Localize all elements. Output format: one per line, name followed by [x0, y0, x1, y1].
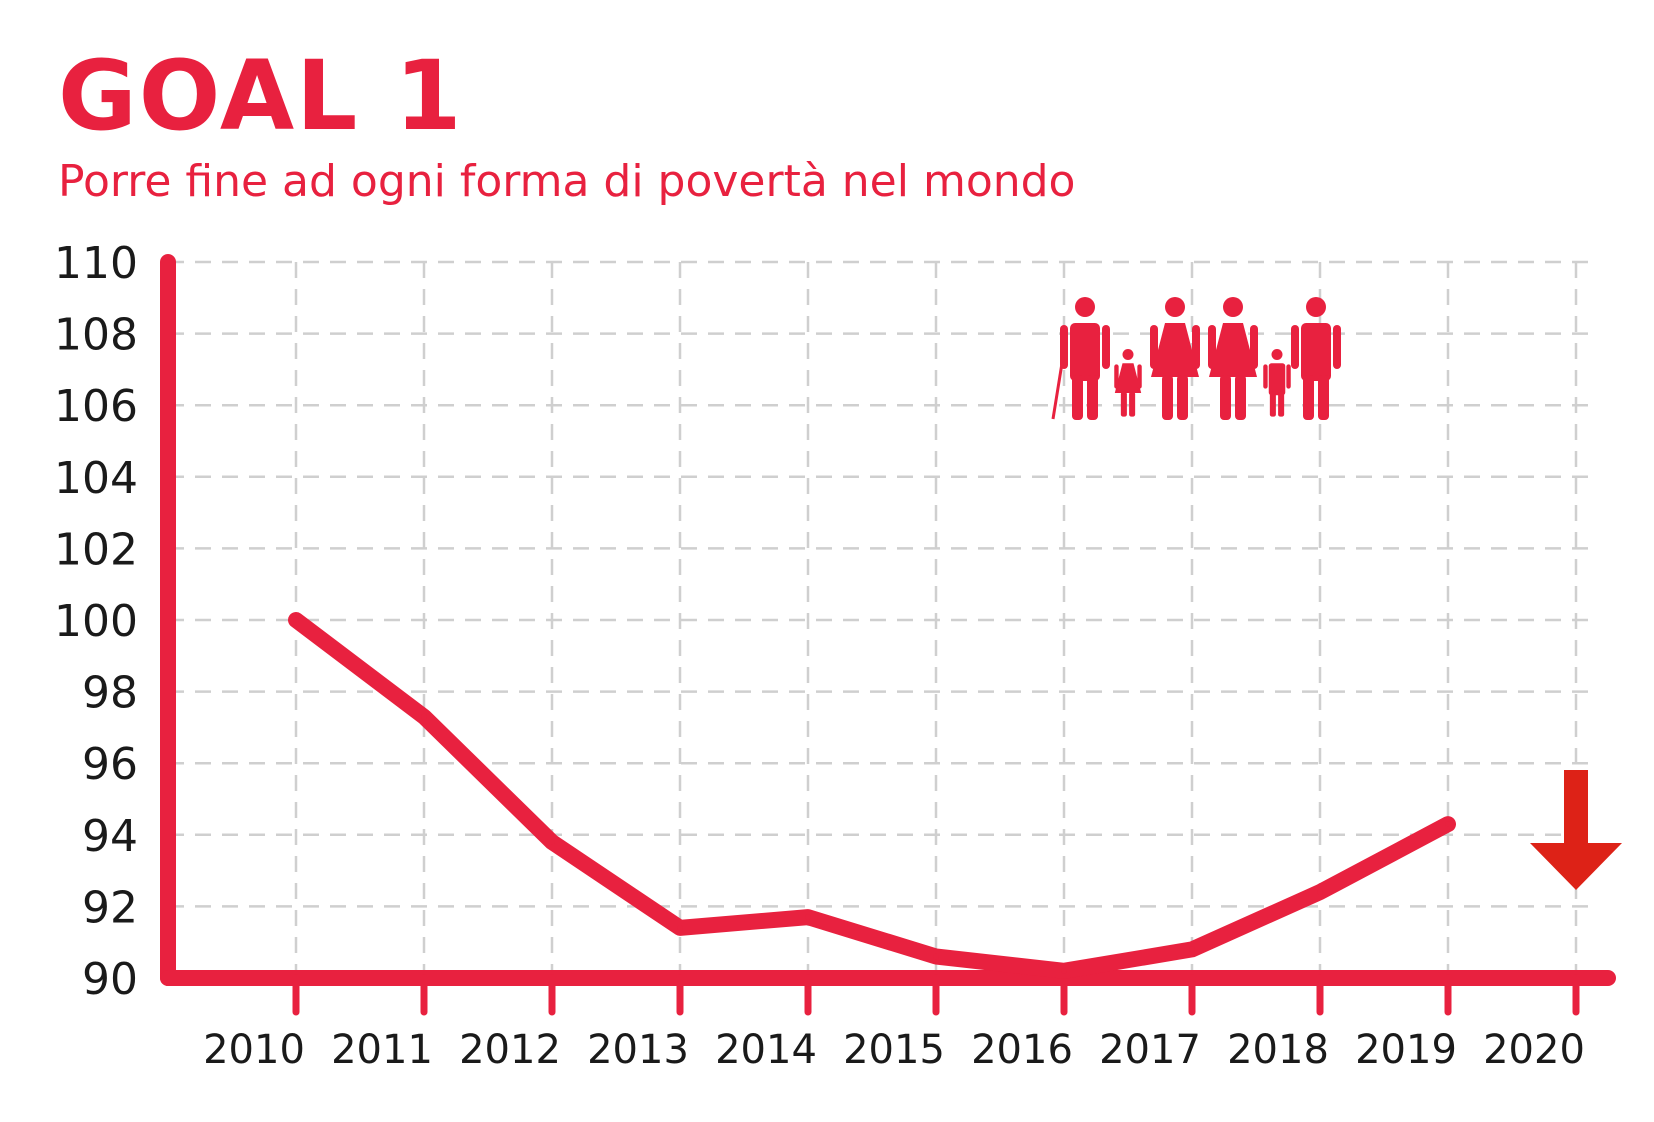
data-point [1317, 889, 1323, 896]
family-icon [1051, 297, 1341, 420]
x-tick-label: 2016 [971, 1027, 1073, 1073]
x-tick-label: 2011 [331, 1027, 433, 1073]
y-tick-label: 102 [54, 524, 138, 575]
man-figure [1291, 297, 1341, 420]
down-arrow-icon [1530, 770, 1622, 890]
data-point [1445, 821, 1451, 828]
x-tick-label: 2010 [203, 1027, 305, 1073]
y-tick-label: 98 [82, 668, 138, 719]
y-tick-label: 110 [54, 238, 138, 289]
data-point [677, 924, 683, 931]
x-tick-label: 2017 [1099, 1027, 1201, 1073]
chart-subtitle: Porre fine ad ogni forma di povertà nel … [58, 156, 1076, 207]
y-tick-label: 100 [54, 596, 138, 647]
y-tick-label: 106 [54, 381, 138, 432]
data-point [293, 617, 299, 623]
child-figure [1114, 349, 1142, 417]
data-point [549, 838, 555, 845]
woman-figure [1150, 297, 1200, 420]
x-tick-label: 2019 [1355, 1027, 1457, 1073]
chart-title: GOAL 1 [58, 40, 464, 152]
y-tick-label: 92 [82, 882, 138, 933]
y-tick-label: 90 [82, 954, 138, 1005]
data-point [1189, 946, 1195, 953]
x-tick-label: 2014 [715, 1027, 817, 1073]
data-series [288, 612, 1456, 979]
axes [160, 254, 1616, 1016]
data-point [421, 713, 427, 720]
series-line [288, 612, 1456, 979]
y-axis-tick-labels: 90 92 94 96 98 100 102 104 106 108 110 [54, 238, 138, 1005]
y-tick-label: 104 [54, 453, 138, 504]
y-tick-label: 108 [54, 310, 138, 361]
x-axis-tick-labels: 2010 2011 2012 2013 2014 2015 2016 2017 2018 2019… [203, 1027, 1585, 1073]
down-arrow-shape [1530, 770, 1622, 890]
woman-figure-2 [1208, 297, 1258, 420]
x-tick-label: 2012 [459, 1027, 561, 1073]
data-point [805, 914, 811, 921]
data-point [1061, 967, 1067, 974]
y-tick-label: 96 [82, 739, 138, 790]
elder-figure [1060, 297, 1110, 420]
grid-lines [168, 260, 1596, 978]
data-point [933, 953, 939, 960]
child-figure-2 [1263, 349, 1291, 417]
cane [1051, 356, 1065, 420]
x-tick-label: 2015 [843, 1027, 945, 1073]
x-tick-label: 2013 [587, 1027, 689, 1073]
y-tick-label: 94 [82, 811, 138, 862]
x-tick-label: 2020 [1483, 1027, 1585, 1073]
x-tick-label: 2018 [1227, 1027, 1329, 1073]
